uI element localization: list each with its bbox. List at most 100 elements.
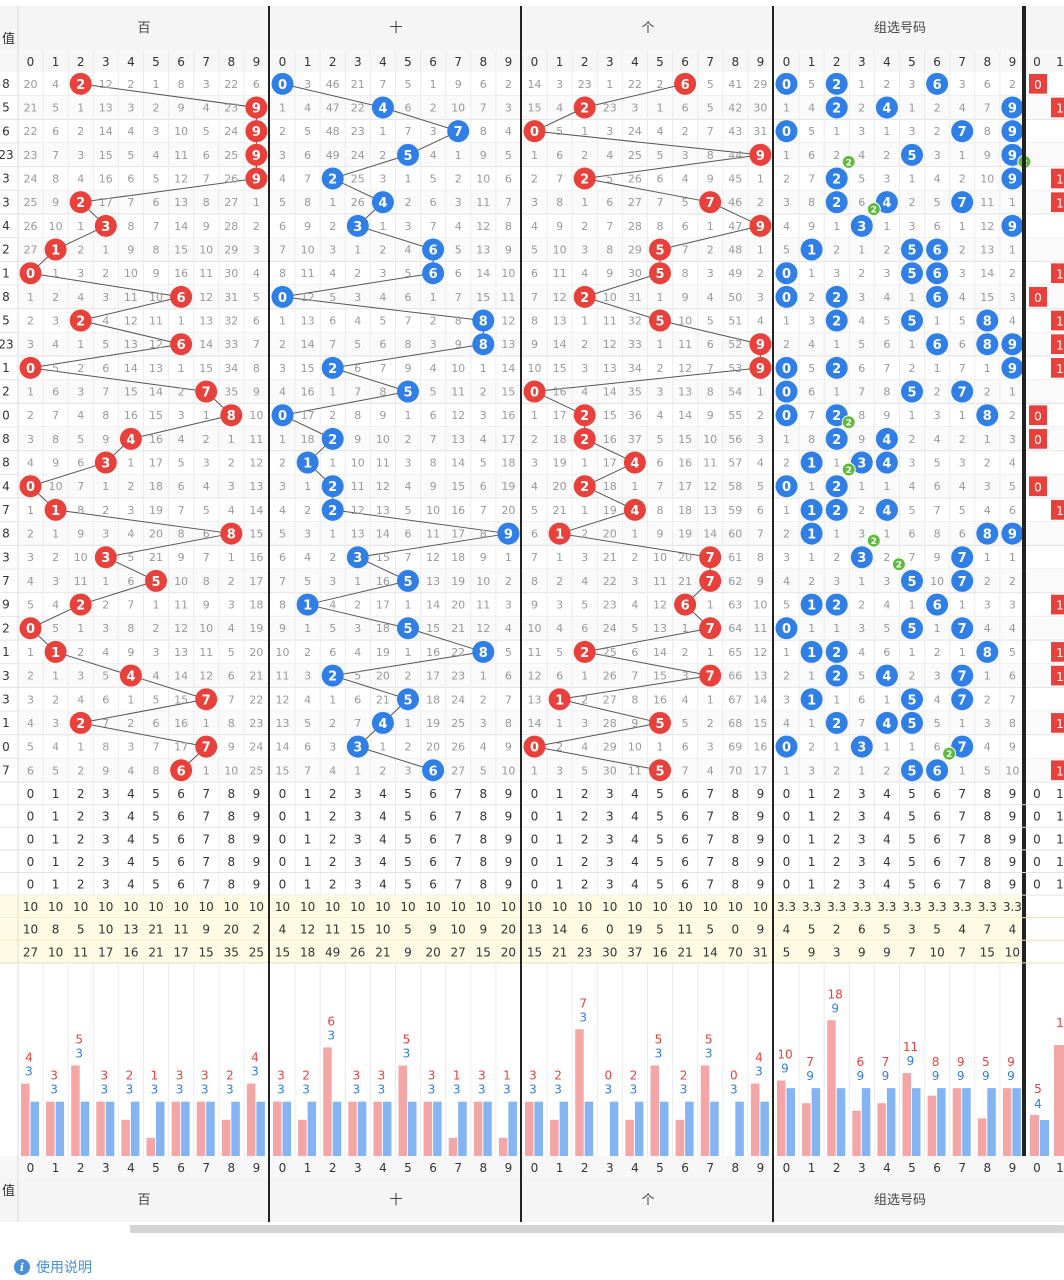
draw-number: 7	[706, 670, 715, 685]
miss-value: 4	[707, 764, 714, 777]
draw-ball-ge	[674, 72, 697, 95]
miss-value: 5	[909, 504, 916, 517]
miss-value: 7	[127, 599, 134, 612]
miss-value: 6	[1009, 670, 1016, 683]
digit-footer-row: 7	[706, 832, 714, 846]
miss-value: 15	[99, 149, 113, 162]
miss-value: 3	[783, 551, 790, 564]
trend-line-bai	[55, 509, 232, 535]
bar-label-red: 5	[1034, 1082, 1042, 1096]
draw-ball-zu	[825, 427, 848, 450]
stat-value: 0	[606, 923, 614, 937]
digit-footer: 8	[731, 1161, 739, 1175]
bar-label-blue: 3	[25, 1065, 33, 1079]
miss-value: 6	[556, 670, 563, 683]
bar-label-blue: 9	[957, 1069, 965, 1083]
miss-value: 7	[707, 125, 714, 138]
trend-line-ge	[534, 722, 661, 748]
bar-label-blue: 3	[579, 1010, 587, 1024]
draw-number: 3	[353, 551, 362, 566]
miss-value: 15	[174, 693, 188, 706]
bar-label-red: 9	[1007, 1055, 1015, 1069]
miss-value: 4	[102, 315, 109, 328]
miss-value: 1	[178, 315, 185, 328]
digit-footer-row: 9	[1009, 810, 1017, 824]
miss-value: 10	[528, 362, 542, 375]
miss-value: 11	[174, 599, 188, 612]
bar-blue	[1012, 1088, 1021, 1156]
bar-label-red: 5	[75, 1033, 83, 1047]
bar-label-red: 3	[529, 1069, 537, 1083]
miss-value: 3	[757, 291, 764, 304]
miss-value: 2	[329, 717, 336, 730]
miss-value: 8	[203, 575, 210, 588]
stat-value: 3.3	[953, 900, 972, 914]
bar-label-blue: 3	[226, 1083, 234, 1097]
help-link[interactable]: i 使用说明	[14, 1255, 92, 1279]
miss-value: 2	[783, 338, 790, 351]
miss-value: 1	[909, 173, 916, 186]
bar-blue	[886, 1088, 896, 1156]
trend-line-ge	[534, 746, 661, 771]
miss-value: 7	[531, 551, 538, 564]
bar-label-red: 3	[378, 1069, 386, 1083]
miss-value: 37	[628, 433, 642, 446]
miss-value: 6	[178, 480, 185, 493]
miss-value: 2	[228, 575, 235, 588]
trend-line-ge	[584, 83, 686, 108]
miss-value: 3	[430, 125, 437, 138]
miss-value: 4	[531, 480, 538, 493]
draw-number: 5	[151, 575, 160, 590]
miss-value: 6	[883, 646, 890, 659]
horizontal-scrollbar[interactable]	[130, 1225, 1064, 1233]
miss-value: 7	[203, 173, 210, 186]
draw-ball-zu	[926, 262, 949, 285]
miss-value: 4	[405, 244, 412, 257]
miss-value: 6	[127, 173, 134, 186]
miss-value: 17	[376, 599, 390, 612]
draw-ball-zu	[901, 688, 923, 711]
draw-number: 0	[530, 125, 539, 140]
digit-footer-row: 8	[479, 832, 487, 846]
draw-number: 0	[26, 362, 35, 377]
draw-ball-zu	[901, 759, 923, 782]
digit-footer-row: 8	[227, 878, 235, 892]
miss-value: 8	[984, 125, 991, 138]
draw-number: 4	[378, 102, 387, 117]
bar-blue	[156, 1101, 165, 1156]
bar-red	[927, 1095, 937, 1156]
miss-value: 13	[451, 433, 465, 446]
digit-footer-row: 3	[354, 855, 362, 869]
miss-value: 3	[1009, 599, 1016, 612]
miss-value: 5	[279, 528, 286, 541]
draw-number: 5	[403, 622, 412, 637]
miss-value: 5	[657, 149, 664, 162]
draw-number: 2	[832, 102, 841, 117]
draw-ball-shi	[397, 380, 419, 403]
miss-value: 13	[149, 362, 163, 375]
digit-footer-row: 4	[379, 810, 387, 824]
bar-blue	[912, 1088, 921, 1156]
miss-value: 9	[505, 741, 512, 754]
miss-value: 4	[858, 149, 865, 162]
miss-value: 16	[149, 433, 163, 446]
miss-value: 11	[74, 575, 88, 588]
miss-value: 1	[405, 646, 412, 659]
section-footer-title-3: 组选号码	[874, 1193, 926, 1208]
bar-label-blue: 3	[378, 1083, 386, 1097]
miss-value: 5	[707, 315, 714, 328]
stat-value: 27	[23, 945, 38, 959]
stat-value: 18	[300, 945, 315, 959]
section-title-0: 百	[137, 21, 150, 36]
miss-value: 1	[783, 646, 790, 659]
draw-number: 8	[227, 409, 236, 424]
miss-value: 3	[707, 267, 714, 280]
miss-value: 4	[757, 315, 764, 328]
miss-value: 3	[379, 173, 386, 186]
miss-value: 18	[249, 599, 263, 612]
miss-value: 1	[959, 764, 966, 777]
draw-number: 1	[51, 504, 60, 519]
miss-value: 5	[783, 244, 790, 257]
miss-value: 9	[480, 551, 487, 564]
stat-value: 3	[908, 923, 916, 937]
